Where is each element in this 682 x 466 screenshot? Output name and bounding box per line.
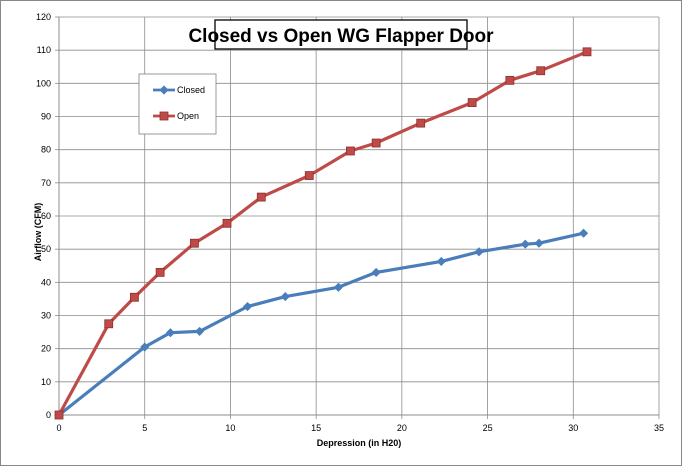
data-point-open <box>256 192 266 202</box>
x-tick-label: 15 <box>311 423 321 433</box>
data-point-closed <box>371 267 381 277</box>
data-point-closed <box>579 228 589 238</box>
legend-box <box>138 73 217 135</box>
data-point-open <box>222 218 232 228</box>
title-box <box>214 19 468 50</box>
data-point-open <box>130 292 139 302</box>
x-tick-label: 30 <box>568 423 578 433</box>
ticks-layer: 0 5 10 15 20 25 30 35 0 10 20 30 40 50 60 70 80 90 100 110 1… <box>36 12 664 433</box>
data-point-closed <box>165 328 175 338</box>
y-tick-label: 60 <box>41 211 51 221</box>
legend-marker-closed <box>159 85 169 95</box>
data-point-open <box>467 98 477 107</box>
chart-title: Closed vs Open WG Flapper Door <box>188 26 494 47</box>
x-axis-title: Depression (in H20) <box>317 438 402 448</box>
data-point-open <box>190 238 199 248</box>
y-tick-label: 70 <box>41 178 51 188</box>
y-tick-label: 10 <box>41 377 51 387</box>
legend-label-open: Open <box>177 111 199 121</box>
x-tick-label: 5 <box>142 423 147 433</box>
data-point-closed <box>534 238 544 248</box>
data-point-open <box>155 267 165 277</box>
y-tick-label: 0 <box>46 410 51 420</box>
y-tick-label: 120 <box>36 12 51 22</box>
data-point-open <box>536 66 546 76</box>
y-tick-label: 110 <box>37 45 51 55</box>
y-tick-label: 90 <box>41 112 51 122</box>
y-tick-label: 30 <box>41 311 51 321</box>
data-point-open <box>346 146 355 156</box>
x-tick-label: 0 <box>56 423 61 433</box>
data-point-closed <box>140 342 150 352</box>
legend: Closed Open <box>138 73 217 135</box>
data-point-open <box>54 410 64 420</box>
data-point-open <box>416 118 426 128</box>
axes-layer <box>55 16 660 419</box>
series-closed <box>54 228 589 420</box>
data-point-closed <box>195 326 205 336</box>
x-tick-label: 20 <box>397 423 407 433</box>
data-point-open <box>104 319 114 329</box>
legend-label-closed: Closed <box>177 85 205 95</box>
series-open <box>54 47 592 420</box>
x-tick-label: 35 <box>654 423 664 433</box>
y-tick-label: 100 <box>36 78 51 88</box>
y-tick-label: 40 <box>41 277 51 287</box>
data-point-open <box>505 75 515 85</box>
chart-title-box: Closed vs Open WG Flapper Door <box>188 19 494 50</box>
series-layer <box>54 47 592 420</box>
y-tick-label: 20 <box>41 344 51 354</box>
data-point-closed <box>243 301 253 312</box>
data-point-closed <box>436 256 446 267</box>
data-point-closed <box>474 247 484 257</box>
data-point-closed <box>333 282 343 292</box>
data-point-closed <box>520 239 530 249</box>
legend-marker-open <box>159 111 169 121</box>
data-point-open <box>582 47 592 57</box>
x-tick-label: 25 <box>483 423 493 433</box>
data-point-open <box>371 138 381 148</box>
x-tick-label: 10 <box>225 423 235 433</box>
data-point-open <box>304 171 314 180</box>
y-tick-label: 80 <box>41 145 51 155</box>
data-point-closed <box>280 292 290 302</box>
y-axis-title: Airflow (CFM) <box>33 203 43 262</box>
y-tick-label: 50 <box>41 244 51 254</box>
